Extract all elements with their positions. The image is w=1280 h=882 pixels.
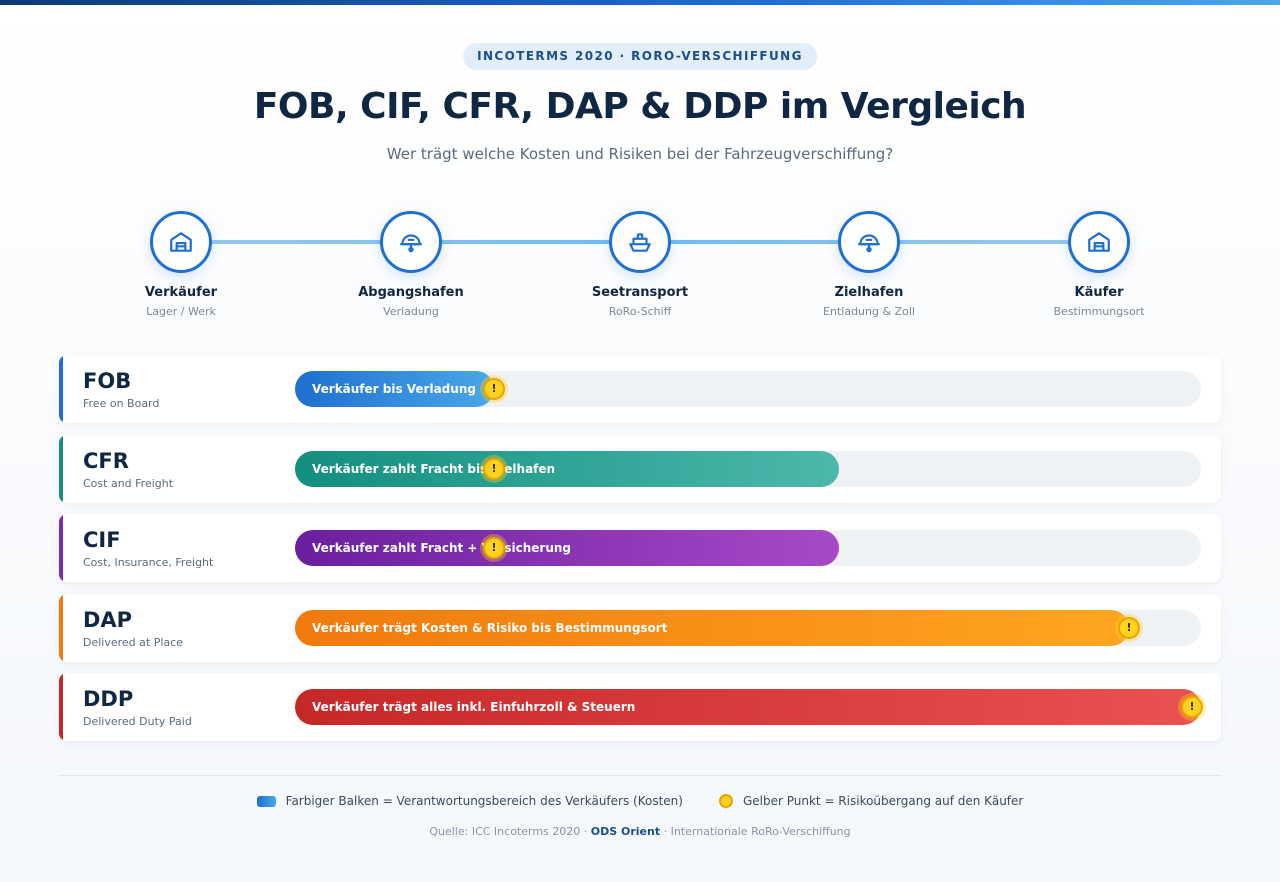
legend-dot-icon	[718, 794, 733, 808]
timeline-step-sub: Entladung & Zoll	[823, 305, 915, 318]
term-code: FOB	[83, 369, 132, 393]
responsibility-track: Verkäufer bis Verladung !	[295, 371, 1201, 407]
seller-cost-bar: Verkäufer zahlt Fracht bis Zielhafen	[295, 451, 839, 487]
seller-cost-bar: Verkäufer bis Verladung	[295, 371, 494, 407]
legend: Farbiger Balken = Verantwortungsbereich …	[0, 794, 1280, 808]
risk-transfer-point: !	[483, 458, 505, 480]
term-fullname: Cost, Insurance, Freight	[83, 556, 214, 569]
timeline-step-circle	[609, 211, 671, 273]
term-row-ddp: DDP Delivered Duty Paid Verkäufer trägt …	[59, 673, 1221, 741]
top-accent-bar	[0, 0, 1280, 5]
term-fullname: Delivered Duty Paid	[83, 715, 192, 728]
term-code: DDP	[83, 687, 134, 711]
page-subtitle: Wer trägt welche Kosten und Risiken bei …	[386, 145, 894, 163]
timeline-step-seller: Verkäufer Lager / Werk	[101, 211, 261, 318]
timeline-step-circle	[380, 211, 442, 273]
timeline-step-circle	[150, 211, 212, 273]
responsibility-track: Verkäufer trägt Kosten & Risiko bis Best…	[295, 610, 1201, 646]
row-accent	[59, 673, 63, 741]
timeline-step-sub: Bestimmungsort	[1053, 305, 1145, 318]
term-fullname: Cost and Freight	[83, 477, 174, 490]
risk-transfer-point: !	[483, 378, 505, 400]
page-title: FOB, CIF, CFR, DAP & DDP im Vergleich	[253, 86, 1027, 127]
row-accent	[59, 514, 63, 582]
timeline-step-label: Zielhafen	[834, 285, 904, 300]
term-fullname: Free on Board	[83, 397, 160, 410]
port-crane-icon	[400, 234, 422, 253]
legend-item-dot: Gelber Punkt = Risikoübergang auf den Kä…	[718, 794, 1024, 808]
timeline-step-buyer: Käufer Bestimmungsort	[1019, 211, 1179, 318]
seller-cost-bar: Verkäufer trägt Kosten & Risiko bis Best…	[295, 610, 1129, 646]
term-row-fob: FOB Free on Board Verkäufer bis Verladun…	[59, 355, 1221, 423]
timeline-step-label: Käufer	[1074, 285, 1124, 300]
risk-transfer-point: !	[483, 537, 505, 559]
timeline-step-sub: Verladung	[383, 305, 439, 318]
timeline-step-destination-port: Zielhafen Entladung & Zoll	[789, 211, 949, 318]
row-accent	[59, 435, 63, 503]
timeline-step-label: Seetransport	[591, 285, 689, 300]
header-badge: INCOTERMS 2020 · RORO-VERSCHIFFUNG	[463, 43, 817, 70]
timeline-step-sub: RoRo-Schiff	[608, 305, 672, 318]
timeline-step-label: Abgangshafen	[358, 285, 464, 300]
risk-transfer-point: !	[1181, 696, 1203, 718]
footer-brand: ODS Orient	[590, 825, 661, 838]
warehouse-icon	[170, 232, 192, 252]
timeline-step-circle	[838, 211, 900, 273]
responsibility-track: Verkäufer trägt alles inkl. Einfuhrzoll …	[295, 689, 1203, 725]
term-row-cif: CIF Cost, Insurance, Freight Verkäufer z…	[59, 514, 1221, 582]
timeline-step-sub: Lager / Werk	[146, 305, 216, 318]
timeline-step-circle	[1068, 211, 1130, 273]
responsibility-track: Verkäufer zahlt Fracht + Versicherung !	[295, 530, 1201, 566]
term-fullname: Delivered at Place	[83, 636, 183, 649]
footer-prefix: Quelle: ICC Incoterms 2020 ·	[429, 825, 588, 838]
risk-transfer-point: !	[1118, 617, 1140, 639]
seller-cost-bar: Verkäufer zahlt Fracht + Versicherung	[295, 530, 839, 566]
seller-cost-bar: Verkäufer trägt alles inkl. Einfuhrzoll …	[295, 689, 1201, 725]
port-crane-icon	[858, 234, 880, 253]
timeline-step-sea-transport: Seetransport RoRo-Schiff	[560, 211, 720, 318]
term-code: CFR	[83, 449, 129, 473]
term-code: CIF	[83, 528, 121, 552]
footer-source: Quelle: ICC Incoterms 2020 · ODS Orient …	[0, 825, 1280, 838]
row-accent	[59, 355, 63, 423]
timeline-step-label: Verkäufer	[144, 285, 218, 300]
term-row-dap: DAP Delivered at Place Verkäufer trägt K…	[59, 594, 1221, 662]
timeline-step-origin-port: Abgangshafen Verladung	[331, 211, 491, 318]
responsibility-track: Verkäufer zahlt Fracht bis Zielhafen !	[295, 451, 1201, 487]
legend-bar-swatch	[256, 795, 276, 807]
term-code: DAP	[83, 608, 133, 632]
legend-dot-text: Gelber Punkt = Risikoübergang auf den Kä…	[742, 794, 1024, 808]
legend-item-bar: Farbiger Balken = Verantwortungsbereich …	[256, 794, 683, 808]
row-accent	[59, 594, 63, 662]
footer-suffix: · Internationale RoRo-Verschiffung	[663, 825, 851, 838]
term-row-cfr: CFR Cost and Freight Verkäufer zahlt Fra…	[59, 435, 1221, 503]
footer-divider	[59, 775, 1221, 776]
warehouse-icon	[1088, 232, 1110, 252]
legend-bar-text: Farbiger Balken = Verantwortungsbereich …	[285, 794, 683, 808]
ship-icon	[629, 233, 651, 252]
